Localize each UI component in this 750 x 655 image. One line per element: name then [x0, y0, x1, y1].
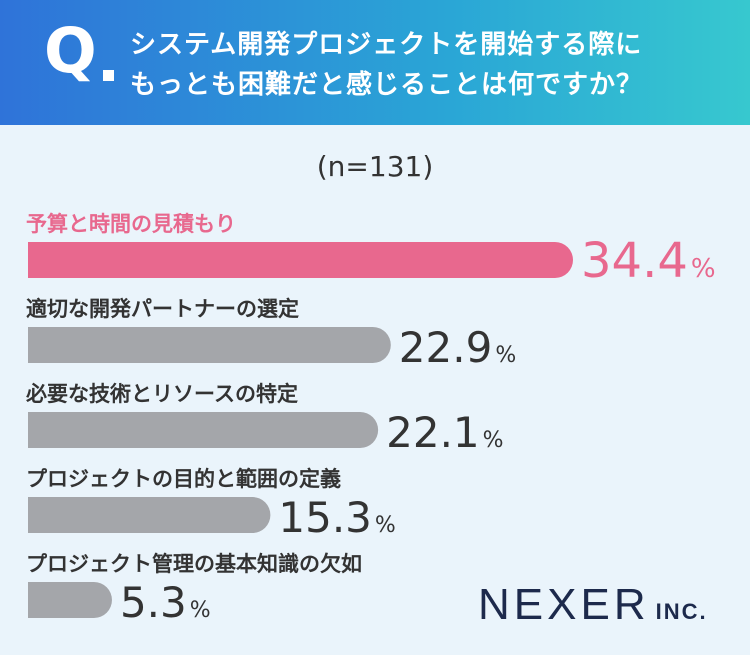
value-number: 22.1 — [386, 408, 480, 457]
value-label: 15.3% — [278, 493, 395, 542]
value-unit: % — [691, 254, 716, 284]
category-label: 適切な開発パートナーの選定 — [26, 297, 299, 321]
value-label: 22.9% — [399, 323, 516, 372]
value-number: 34.4 — [581, 233, 688, 289]
bar — [28, 327, 391, 363]
sample-size: (n=131) — [316, 150, 434, 183]
question-mark-dot — [103, 70, 114, 81]
logo-main-text: NEXER — [478, 580, 650, 629]
value-label: 34.4% — [581, 233, 716, 289]
bar-left-edge — [28, 242, 46, 278]
category-label: 必要な技術とリソースの特定 — [26, 382, 298, 406]
bar — [28, 497, 271, 533]
category-label: プロジェクト管理の基本知識の欠如 — [26, 552, 362, 576]
value-number: 15.3 — [278, 493, 372, 542]
bar — [28, 242, 573, 278]
question-line-2: もっとも困難だと感じることは何ですか？ — [130, 70, 644, 100]
value-number: 5.3 — [120, 578, 187, 627]
value-unit: % — [375, 513, 396, 538]
value-label: 5.3% — [120, 578, 211, 627]
question-header: Q システム開発プロジェクトを開始する際に もっとも困難だと感じることは何ですか… — [0, 0, 750, 125]
bar-left-edge — [28, 497, 46, 533]
bar-left-edge — [28, 582, 46, 618]
category-label: 予算と時間の見積もり — [26, 212, 236, 236]
bar-left-edge — [28, 412, 46, 448]
value-label: 22.1% — [386, 408, 503, 457]
value-unit: % — [483, 428, 504, 453]
logo-sub-text: INC. — [655, 599, 708, 624]
bar — [28, 412, 379, 448]
bar — [28, 582, 112, 618]
question-line-1: システム開発プロジェクトを開始する際に — [130, 30, 643, 60]
nexer-logo: NEXER INC. — [478, 580, 708, 630]
value-unit: % — [495, 343, 516, 368]
value-number: 22.9 — [399, 323, 493, 372]
question-mark: Q — [44, 14, 97, 87]
category-label: プロジェクトの目的と範囲の定義 — [26, 467, 341, 491]
value-unit: % — [190, 598, 211, 623]
bar-left-edge — [28, 327, 46, 363]
